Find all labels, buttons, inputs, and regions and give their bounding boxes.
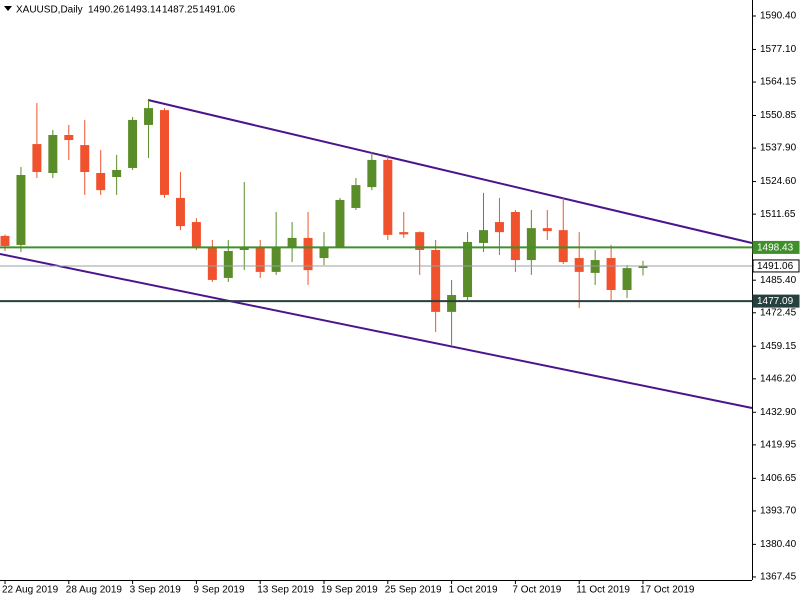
x-tick-label: 3 Sep 2019 bbox=[130, 585, 182, 596]
current-price-box bbox=[752, 259, 800, 273]
candle-body bbox=[399, 232, 409, 235]
level-label: 1477.09 bbox=[757, 296, 794, 307]
y-tick-label: 1550.85 bbox=[760, 110, 797, 121]
ohlc-open: 1490.26 bbox=[88, 5, 125, 16]
y-tick-label: 1367.45 bbox=[760, 572, 797, 583]
candle-body bbox=[0, 235, 10, 246]
candle-body bbox=[351, 185, 361, 208]
candle-body bbox=[112, 169, 122, 178]
candle-body bbox=[526, 228, 536, 261]
level-box bbox=[752, 294, 800, 308]
candle-body bbox=[239, 246, 249, 250]
candle-body bbox=[64, 135, 74, 141]
candle-body bbox=[479, 230, 488, 243]
menu-arrow[interactable] bbox=[4, 6, 12, 11]
candle-body bbox=[510, 212, 520, 261]
candle-body bbox=[367, 159, 377, 188]
y-tick-label: 1406.65 bbox=[760, 473, 797, 484]
upper-trendline bbox=[147, 99, 753, 244]
candle-body bbox=[287, 237, 297, 247]
candle-body bbox=[319, 246, 329, 259]
candle-body bbox=[128, 119, 138, 168]
lower-trendline bbox=[0, 253, 753, 409]
x-tick-label: 1 Oct 2019 bbox=[449, 585, 498, 596]
candle-body bbox=[383, 159, 393, 235]
candle-body bbox=[255, 246, 265, 272]
candle-body bbox=[96, 173, 106, 191]
candle-body bbox=[415, 232, 425, 250]
candle-body bbox=[638, 265, 648, 268]
y-tick-label: 1577.10 bbox=[760, 44, 797, 55]
candle-body bbox=[303, 237, 313, 271]
candle-body bbox=[431, 249, 441, 312]
candle-body bbox=[606, 258, 616, 290]
y-tick-label: 1511.65 bbox=[760, 209, 796, 220]
y-tick-label: 1446.20 bbox=[760, 373, 797, 384]
candle-body bbox=[542, 228, 552, 232]
y-tick-label: 1472.45 bbox=[760, 307, 797, 318]
y-tick-label: 1419.95 bbox=[760, 440, 797, 451]
y-tick-label: 1564.15 bbox=[760, 77, 797, 88]
x-tick-label: 17 Oct 2019 bbox=[640, 585, 695, 596]
ohlc-high: 1493.14 bbox=[125, 5, 162, 16]
candle-body bbox=[207, 246, 217, 280]
candle-body bbox=[80, 145, 90, 172]
candle-body bbox=[590, 260, 600, 273]
symbol-title: XAUUSD,Daily bbox=[16, 5, 83, 16]
x-tick-label: 28 Aug 2019 bbox=[66, 585, 123, 596]
candle-body bbox=[463, 241, 473, 298]
y-tick-label: 1459.15 bbox=[760, 341, 797, 352]
x-tick-label: 19 Sep 2019 bbox=[321, 585, 378, 596]
y-tick-label: 1380.40 bbox=[760, 539, 797, 550]
candle-body bbox=[16, 175, 26, 245]
candle-body bbox=[160, 110, 169, 195]
y-tick-label: 1432.90 bbox=[760, 407, 797, 418]
x-tick-label: 22 Aug 2019 bbox=[2, 585, 59, 596]
candle-body bbox=[48, 135, 58, 174]
candle-body bbox=[494, 222, 504, 233]
candle-body bbox=[335, 199, 345, 247]
level-box bbox=[752, 240, 800, 254]
ohlc-close: 1491.06 bbox=[199, 5, 236, 16]
candle-body bbox=[271, 246, 281, 272]
level-label: 1498.43 bbox=[757, 243, 794, 254]
candle-body bbox=[144, 108, 154, 125]
candle-body bbox=[223, 251, 233, 278]
y-tick-label: 1485.40 bbox=[760, 275, 797, 286]
current-price-label: 1491.06 bbox=[757, 261, 794, 272]
y-tick-label: 1590.40 bbox=[760, 11, 797, 22]
x-tick-label: 9 Sep 2019 bbox=[193, 585, 245, 596]
x-tick-label: 7 Oct 2019 bbox=[512, 585, 561, 596]
candle-body bbox=[622, 268, 632, 290]
x-tick-label: 13 Sep 2019 bbox=[257, 585, 314, 596]
y-tick-label: 1524.60 bbox=[760, 176, 797, 187]
y-tick-label: 1537.90 bbox=[760, 143, 797, 154]
candle-body bbox=[175, 197, 185, 227]
candle-body bbox=[191, 222, 201, 247]
x-tick-label: 11 Oct 2019 bbox=[576, 585, 630, 596]
candle-body bbox=[447, 295, 457, 312]
candle-body bbox=[32, 144, 42, 172]
candle-body bbox=[574, 258, 584, 272]
candle-body bbox=[558, 230, 568, 263]
y-tick-label: 1393.70 bbox=[760, 506, 797, 517]
x-tick-label: 25 Sep 2019 bbox=[385, 585, 442, 596]
ohlc-low: 1487.25 bbox=[162, 5, 199, 16]
